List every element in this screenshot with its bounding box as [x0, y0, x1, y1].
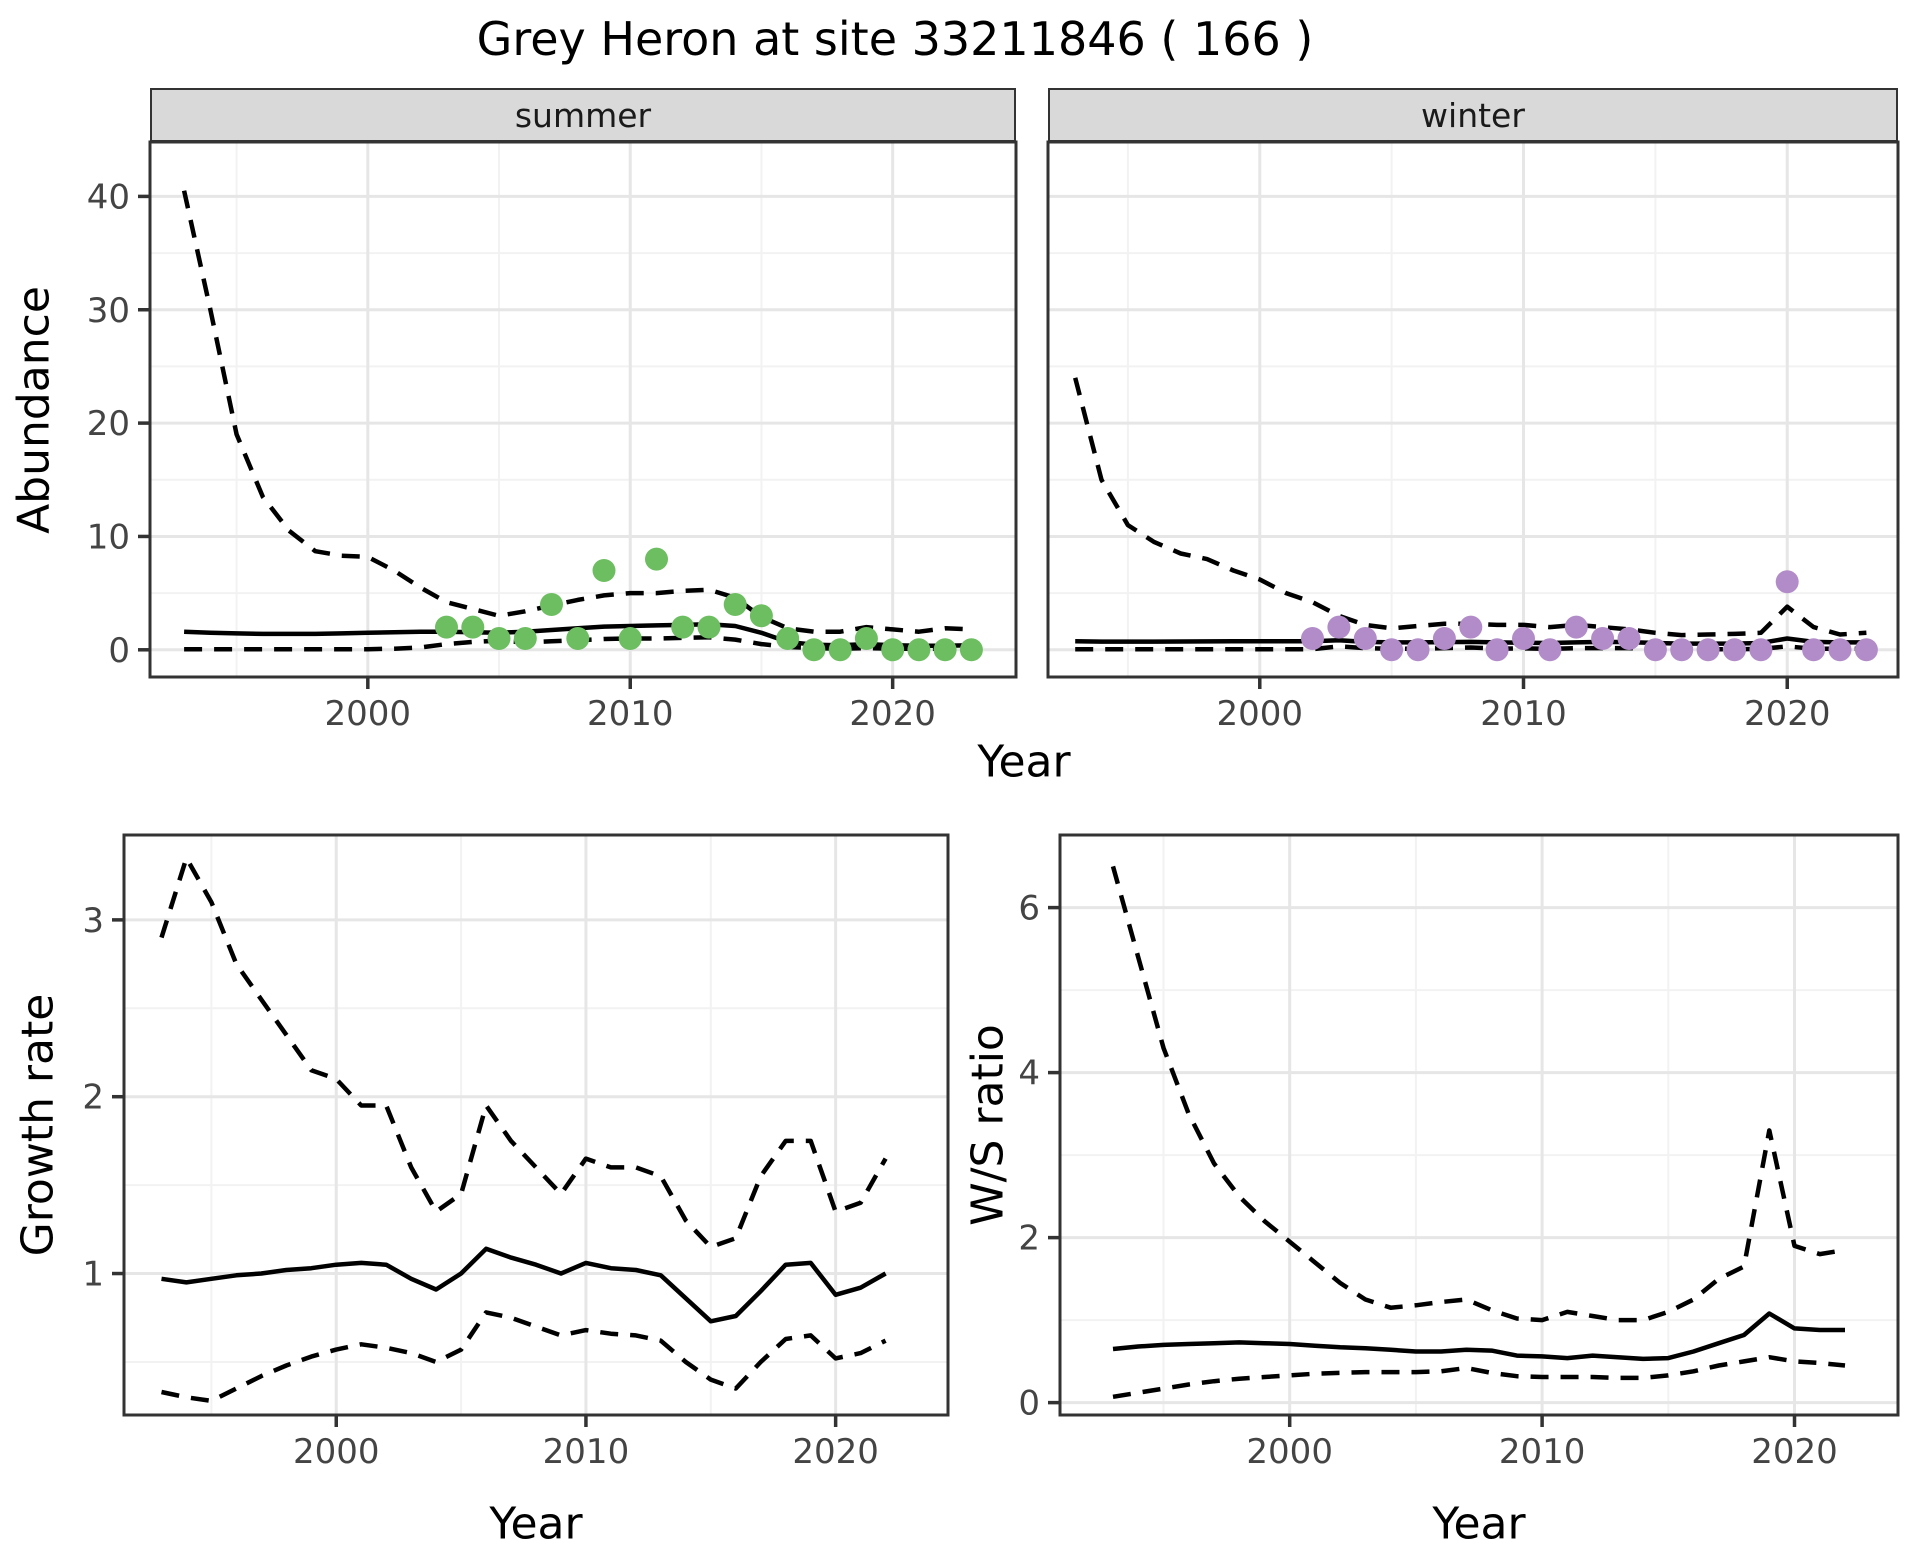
ws-ratio-lower_ci-line	[1112, 1354, 1846, 1400]
data-point	[1670, 638, 1694, 662]
data-point	[1485, 638, 1509, 662]
data-point	[1406, 638, 1430, 662]
x-tick-label: 2000	[1217, 694, 1304, 734]
abundance-summer-upper_ci-line	[181, 190, 972, 634]
data-point	[513, 627, 537, 650]
x-tick-label: 2000	[293, 1432, 380, 1472]
growth-rate-fit-line	[161, 1246, 887, 1324]
year-axis-title-growth: Year	[489, 1498, 583, 1550]
facet-strip-summer: summer	[150, 88, 1016, 142]
facet-strip-winter: winter	[1048, 88, 1898, 142]
data-point	[592, 559, 616, 582]
data-point	[1432, 627, 1456, 650]
data-point	[1459, 615, 1483, 639]
y-tick-label: 0	[1018, 1384, 1040, 1424]
data-point	[435, 615, 458, 639]
y-tick-label: 4	[1018, 1054, 1040, 1094]
x-tick-label: 2010	[543, 1432, 630, 1472]
panel-abundance-summer: 2000 2010 2020 0 10 20 30 40	[87, 140, 1018, 734]
data-point	[1854, 638, 1878, 662]
data-point	[1723, 638, 1746, 662]
panel-growth-rate: 2000 2010 2020 1 2 3	[82, 833, 950, 1472]
data-point	[1696, 638, 1720, 662]
y-tick-label: 0	[108, 631, 130, 671]
y-tick-label: 1	[82, 1255, 104, 1295]
data-point	[1564, 615, 1588, 639]
abundance-summer-points	[435, 547, 983, 662]
growth-rate-axis-title: Growth rate	[12, 993, 64, 1257]
data-point	[1512, 627, 1535, 650]
y-tick-label: 3	[82, 901, 104, 941]
data-point	[540, 593, 563, 616]
ws-ratio-upper_ci-line	[1110, 865, 1846, 1323]
data-point	[487, 627, 511, 650]
panel-ws-ratio: 2000 2010 2020 0 2 4 6	[1018, 833, 1900, 1472]
data-point	[1775, 570, 1799, 594]
data-point	[1828, 638, 1852, 662]
data-point	[933, 638, 957, 662]
year-axis-title-top: Year	[977, 736, 1071, 788]
data-point	[645, 547, 668, 571]
x-tick-label: 2010	[587, 694, 674, 734]
y-tick-label: 2	[1018, 1219, 1040, 1259]
data-point	[907, 638, 931, 662]
data-point	[1327, 615, 1351, 639]
abundance-axis-title: Abundance	[8, 286, 60, 534]
data-point	[802, 638, 826, 662]
data-point	[1617, 627, 1641, 650]
data-point	[1591, 627, 1615, 650]
x-tick-label: 2000	[1246, 1432, 1333, 1472]
data-point	[566, 627, 590, 650]
data-point	[1749, 638, 1773, 662]
x-tick-label: 2010	[1499, 1432, 1586, 1472]
data-point	[881, 638, 905, 662]
y-tick-label: 2	[82, 1078, 104, 1118]
abundance-winter-points	[1301, 570, 1878, 662]
ws-ratio-fit-line	[1112, 1311, 1845, 1362]
facet-strip-winter-label: winter	[1421, 95, 1525, 135]
data-point	[828, 638, 852, 662]
data-point	[618, 627, 642, 650]
data-point	[671, 615, 695, 639]
y-tick-label: 10	[87, 517, 130, 557]
page-title: Grey Heron at site 33211846 ( 166 )	[476, 12, 1314, 66]
x-tick-label: 2020	[792, 1432, 879, 1472]
data-point	[749, 604, 773, 628]
data-point	[723, 593, 747, 616]
data-point	[1353, 627, 1377, 650]
data-point	[1802, 638, 1826, 662]
data-point	[959, 638, 983, 662]
data-point	[1380, 638, 1404, 662]
y-tick-label: 40	[87, 177, 130, 217]
data-point	[854, 627, 878, 650]
data-point	[1301, 627, 1324, 650]
x-tick-label: 2010	[1480, 694, 1567, 734]
abundance-winter-lower_ci-line	[1075, 644, 1867, 652]
year-axis-title-ws: Year	[1432, 1498, 1526, 1550]
data-point	[776, 627, 800, 650]
growth-rate-upper_ci-line	[159, 855, 888, 1250]
y-tick-label: 6	[1018, 889, 1040, 929]
x-tick-label: 2020	[1751, 1432, 1838, 1472]
x-tick-label: 2000	[325, 694, 412, 734]
x-tick-label: 2020	[849, 694, 936, 734]
data-point	[461, 615, 485, 639]
facet-strip-summer-label: summer	[514, 95, 652, 135]
panel-abundance-winter: 2000 2010 2020	[1046, 140, 1900, 734]
y-tick-label: 30	[87, 291, 130, 331]
ws-ratio-axis-title: W/S ratio	[962, 1024, 1014, 1226]
data-point	[697, 615, 721, 639]
data-point	[1538, 638, 1562, 662]
data-point	[1643, 638, 1667, 662]
x-tick-label: 2020	[1744, 694, 1831, 734]
y-tick-label: 20	[87, 404, 130, 444]
growth-rate-lower_ci-line	[161, 1310, 887, 1404]
